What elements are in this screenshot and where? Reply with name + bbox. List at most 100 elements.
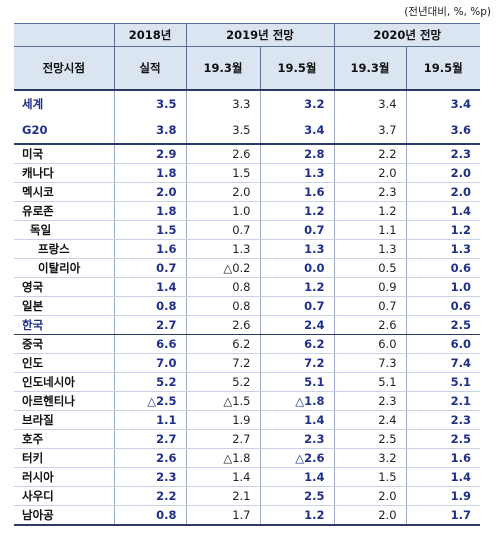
table-row: 멕시코 2.0 2.0 1.6 2.3 2.0 [14,182,481,202]
table-row: 남아공 0.8 1.7 1.2 2.0 1.7 [14,505,481,526]
cell: 1.6 [113,239,186,259]
cell: 2.0 [333,486,407,506]
cell: 1.3 [259,239,335,259]
cell: 2.6 [185,144,260,164]
cell: △1.8 [259,391,335,411]
cell: 1.2 [259,201,335,221]
cell: 1.6 [259,182,335,202]
cell: 0.0 [259,258,335,278]
cell: 6.0 [333,334,407,354]
cell: 6.2 [259,334,335,354]
cell: 3.2 [259,90,335,117]
cell: 3.2 [333,448,407,468]
cell: 1.5 [333,467,407,487]
row-label: 인도 [14,353,114,373]
row-label: 미국 [14,144,114,164]
cell: 3.8 [113,117,186,145]
cell: 0.7 [185,220,260,240]
cell: 1.8 [113,201,186,221]
cell: 2.0 [185,182,260,202]
row-label: 터키 [14,448,114,468]
header-2019-may: 19.5월 [259,46,335,91]
table-row-highlight: 한국 2.7 2.6 2.4 2.6 2.5 [14,315,481,335]
cell: 2.3 [333,182,407,202]
row-label: 아르헨티나 [14,391,114,411]
table-row: 미국 2.9 2.6 2.8 2.2 2.3 [14,144,481,164]
cell: 2.0 [405,182,481,202]
cell: 1.3 [185,239,260,259]
row-label: 중국 [14,334,114,354]
cell: 1.4 [259,467,335,487]
cell: 0.8 [113,296,186,316]
cell: 2.5 [405,315,481,335]
unit-note: (전년대비, %, %p) [404,6,491,18]
cell: 2.8 [259,144,335,164]
cell: 1.1 [333,220,407,240]
cell: 2.4 [259,315,335,335]
header-forecast-time: 전망시점 [14,46,114,91]
cell: 2.5 [405,429,481,449]
cell: 1.4 [185,467,260,487]
cell: 2.3 [113,467,186,487]
cell: 5.1 [405,372,481,392]
cell: 0.8 [113,505,186,526]
cell: 5.1 [259,372,335,392]
cell: 3.7 [333,117,407,145]
cell: 1.7 [185,505,260,526]
cell: 5.2 [185,372,260,392]
cell: 0.6 [405,258,481,278]
cell: 2.1 [405,391,481,411]
cell: 3.4 [405,90,481,117]
cell: 1.0 [185,201,260,221]
cell: 0.6 [405,296,481,316]
cell: 0.7 [113,258,186,278]
table-row: 호주 2.7 2.7 2.3 2.5 2.5 [14,429,481,449]
cell: 2.2 [333,144,407,164]
cell: 2.0 [405,163,481,183]
cell: 1.5 [113,220,186,240]
cell: 2.9 [113,144,186,164]
cell: 1.3 [259,163,335,183]
row-label: 이탈리아 [14,258,114,278]
cell: 2.6 [185,315,260,335]
table-row: 프랑스 1.6 1.3 1.3 1.3 1.3 [14,239,481,259]
header-2020-forecast: 2020년 전망 [333,23,481,47]
cell: 7.2 [259,353,335,373]
table-row: 터키 2.6 △1.8 △2.6 3.2 1.6 [14,448,481,468]
cell: 2.5 [259,486,335,506]
header-2020-may: 19.5월 [405,46,481,91]
row-label: 일본 [14,296,114,316]
cell: 3.6 [405,117,481,145]
cell: 1.4 [405,467,481,487]
cell: △2.6 [259,448,335,468]
cell: △0.2 [185,258,260,278]
table-row: 사우디 2.2 2.1 2.5 2.0 1.9 [14,486,481,506]
cell: 2.5 [333,429,407,449]
cell: 1.3 [333,239,407,259]
cell: 1.2 [333,201,407,221]
cell: 2.0 [113,182,186,202]
cell: 0.9 [333,277,407,297]
table-row: 아르헨티나 △2.5 △1.5 △1.8 2.3 2.1 [14,391,481,411]
cell: 2.6 [113,448,186,468]
table-row: 브라질 1.1 1.9 1.4 2.4 2.3 [14,410,481,430]
cell: 1.9 [185,410,260,430]
header-2020-mar: 19.3월 [333,46,407,91]
row-label: 멕시코 [14,182,114,202]
row-label: 남아공 [14,505,114,526]
cell: 0.5 [333,258,407,278]
cell: 2.2 [113,486,186,506]
row-label-world: 세계 [22,96,44,111]
growth-forecast-table: 2018년 2019년 전망 2020년 전망 전망시점 실적 19.3월 19… [14,23,481,526]
header-actual: 실적 [113,46,186,91]
cell: △2.5 [113,391,186,411]
row-label: 브라질 [14,410,114,430]
cell: △1.5 [185,391,260,411]
cell: 2.3 [259,429,335,449]
cell: 1.2 [405,220,481,240]
cell: 7.3 [333,353,407,373]
cell: 6.0 [405,334,481,354]
cell: 3.5 [185,117,260,145]
cell: 1.2 [259,505,335,526]
cell: 1.5 [185,163,260,183]
